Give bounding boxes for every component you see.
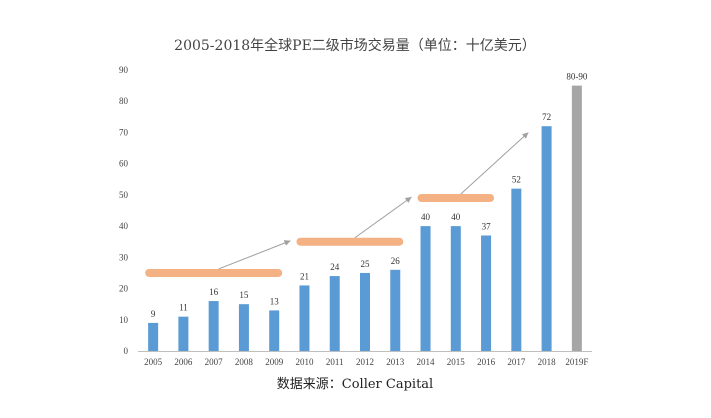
- y-tick-label: 90: [119, 65, 129, 75]
- x-tick-label: 2008: [235, 357, 254, 367]
- x-tick-label: 2018: [538, 357, 557, 367]
- x-tick-label: 2007: [205, 357, 224, 367]
- bar: [360, 272, 370, 351]
- bar: [178, 316, 189, 351]
- bar: [329, 276, 340, 351]
- x-tick-label: 2010: [295, 357, 314, 367]
- y-axis: 0 10 20 30 40 50 60 70 80 90: [119, 65, 129, 356]
- chart-title: 2005-2018年全球PE二级市场交易量（单位：十亿美元）: [174, 37, 536, 54]
- bar-value-label: 37: [482, 221, 492, 231]
- trend-band: [296, 237, 404, 246]
- y-tick-label: 40: [119, 221, 129, 231]
- y-tick-label: 50: [119, 190, 129, 200]
- value-labels: 9 11 16 15 13 21 24 25 26 40 40 37 52 72 80-90: [151, 72, 588, 319]
- trend-arrow: [460, 132, 529, 195]
- x-tick-label: 2017: [507, 357, 526, 367]
- bar-value-label: 80-90: [566, 72, 587, 82]
- x-tick-label: 2009: [265, 357, 284, 367]
- x-tick-label: 2019F: [565, 357, 588, 367]
- x-tick-label: 2012: [356, 357, 374, 367]
- chart-source: 数据来源：Coller Capital: [277, 377, 433, 392]
- bar-value-label: 24: [330, 262, 340, 272]
- bar-value-label: 40: [421, 212, 431, 222]
- y-tick-label: 60: [119, 159, 129, 169]
- bar: [450, 226, 461, 351]
- bar-value-label: 52: [512, 175, 521, 185]
- trend-arrow: [354, 196, 412, 239]
- bar: [208, 301, 219, 351]
- y-tick-label: 80: [119, 96, 129, 106]
- bar: [511, 188, 522, 351]
- bars: [148, 85, 582, 351]
- bar: [269, 310, 280, 351]
- trend-arrow: [218, 240, 291, 270]
- bar-value-label: 72: [542, 112, 551, 122]
- x-tick-label: 2013: [386, 357, 405, 367]
- bar-value-label: 13: [270, 296, 280, 306]
- x-tick-label: 2011: [326, 357, 344, 367]
- y-tick-label: 70: [119, 127, 129, 137]
- x-tick-label: 2016: [477, 357, 496, 367]
- bar-value-label: 16: [209, 287, 219, 297]
- bar-value-label: 25: [361, 259, 371, 269]
- y-tick-label: 10: [119, 315, 129, 325]
- x-tick-label: 2006: [174, 357, 193, 367]
- bar-value-label: 9: [151, 309, 156, 319]
- trend-annotations: [145, 132, 529, 277]
- bar: [390, 269, 401, 351]
- x-tick-label: 2015: [447, 357, 466, 367]
- bar: [541, 126, 552, 351]
- bar: [148, 322, 159, 351]
- x-axis: 2005 2006 2007 2008 2009 2010 2011 2012 2013 2014…: [138, 351, 592, 367]
- bar: [481, 235, 492, 351]
- bar-value-label: 21: [300, 271, 309, 281]
- y-tick-label: 0: [124, 346, 129, 356]
- bar-value-label: 11: [179, 303, 188, 313]
- x-tick-label: 2005: [144, 357, 163, 367]
- bar: [238, 304, 249, 351]
- y-tick-label: 30: [119, 252, 129, 262]
- bar-value-label: 40: [451, 212, 461, 222]
- y-tick-label: 20: [119, 284, 129, 294]
- bar: [420, 226, 431, 351]
- bar: [299, 285, 310, 351]
- bar-value-label: 15: [239, 290, 249, 300]
- forecast-bar: [571, 85, 582, 351]
- trend-band: [417, 194, 495, 203]
- x-tick-label: 2014: [417, 357, 436, 367]
- trend-band: [145, 268, 283, 277]
- bar-value-label: 26: [391, 256, 401, 266]
